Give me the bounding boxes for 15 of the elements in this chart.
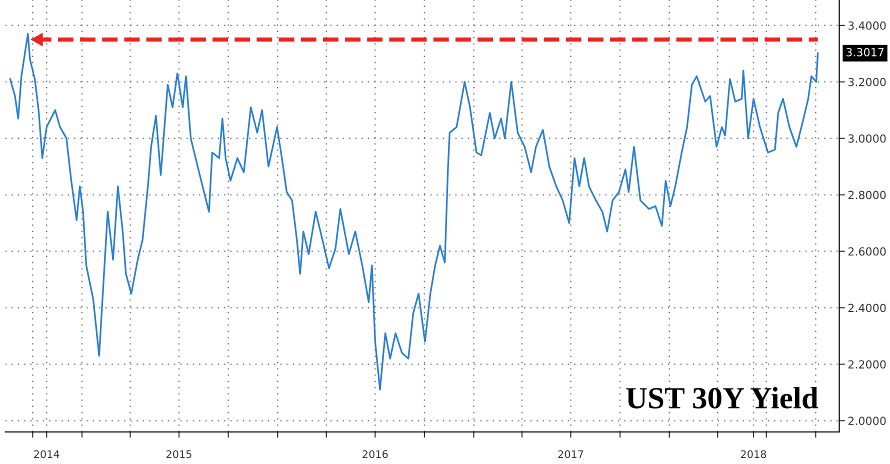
x-tick-label: 2015 bbox=[166, 450, 192, 458]
x-tick-label: 2014 bbox=[34, 450, 60, 458]
y-tick-label: 2.6000 bbox=[848, 247, 886, 256]
y-tick-label: 2.0000 bbox=[848, 416, 886, 426]
y-tick-label: 3.4000 bbox=[848, 21, 886, 30]
x-tick-label: 2016 bbox=[362, 450, 388, 458]
text: UST 30Y Yield bbox=[626, 386, 818, 408]
annotation: 3.3017 bbox=[846, 48, 884, 56]
y-tick-label: 3.0000 bbox=[848, 134, 886, 143]
y-tick-label: 2.2000 bbox=[848, 360, 886, 369]
y-tick-label: 2.8000 bbox=[848, 190, 886, 200]
y-tick-label: 3.2000 bbox=[848, 78, 886, 86]
y-tick-label: 2.4000 bbox=[848, 304, 886, 312]
x-tick-label: 2017 bbox=[558, 450, 584, 458]
x-tick-label: 2018 bbox=[741, 450, 766, 458]
